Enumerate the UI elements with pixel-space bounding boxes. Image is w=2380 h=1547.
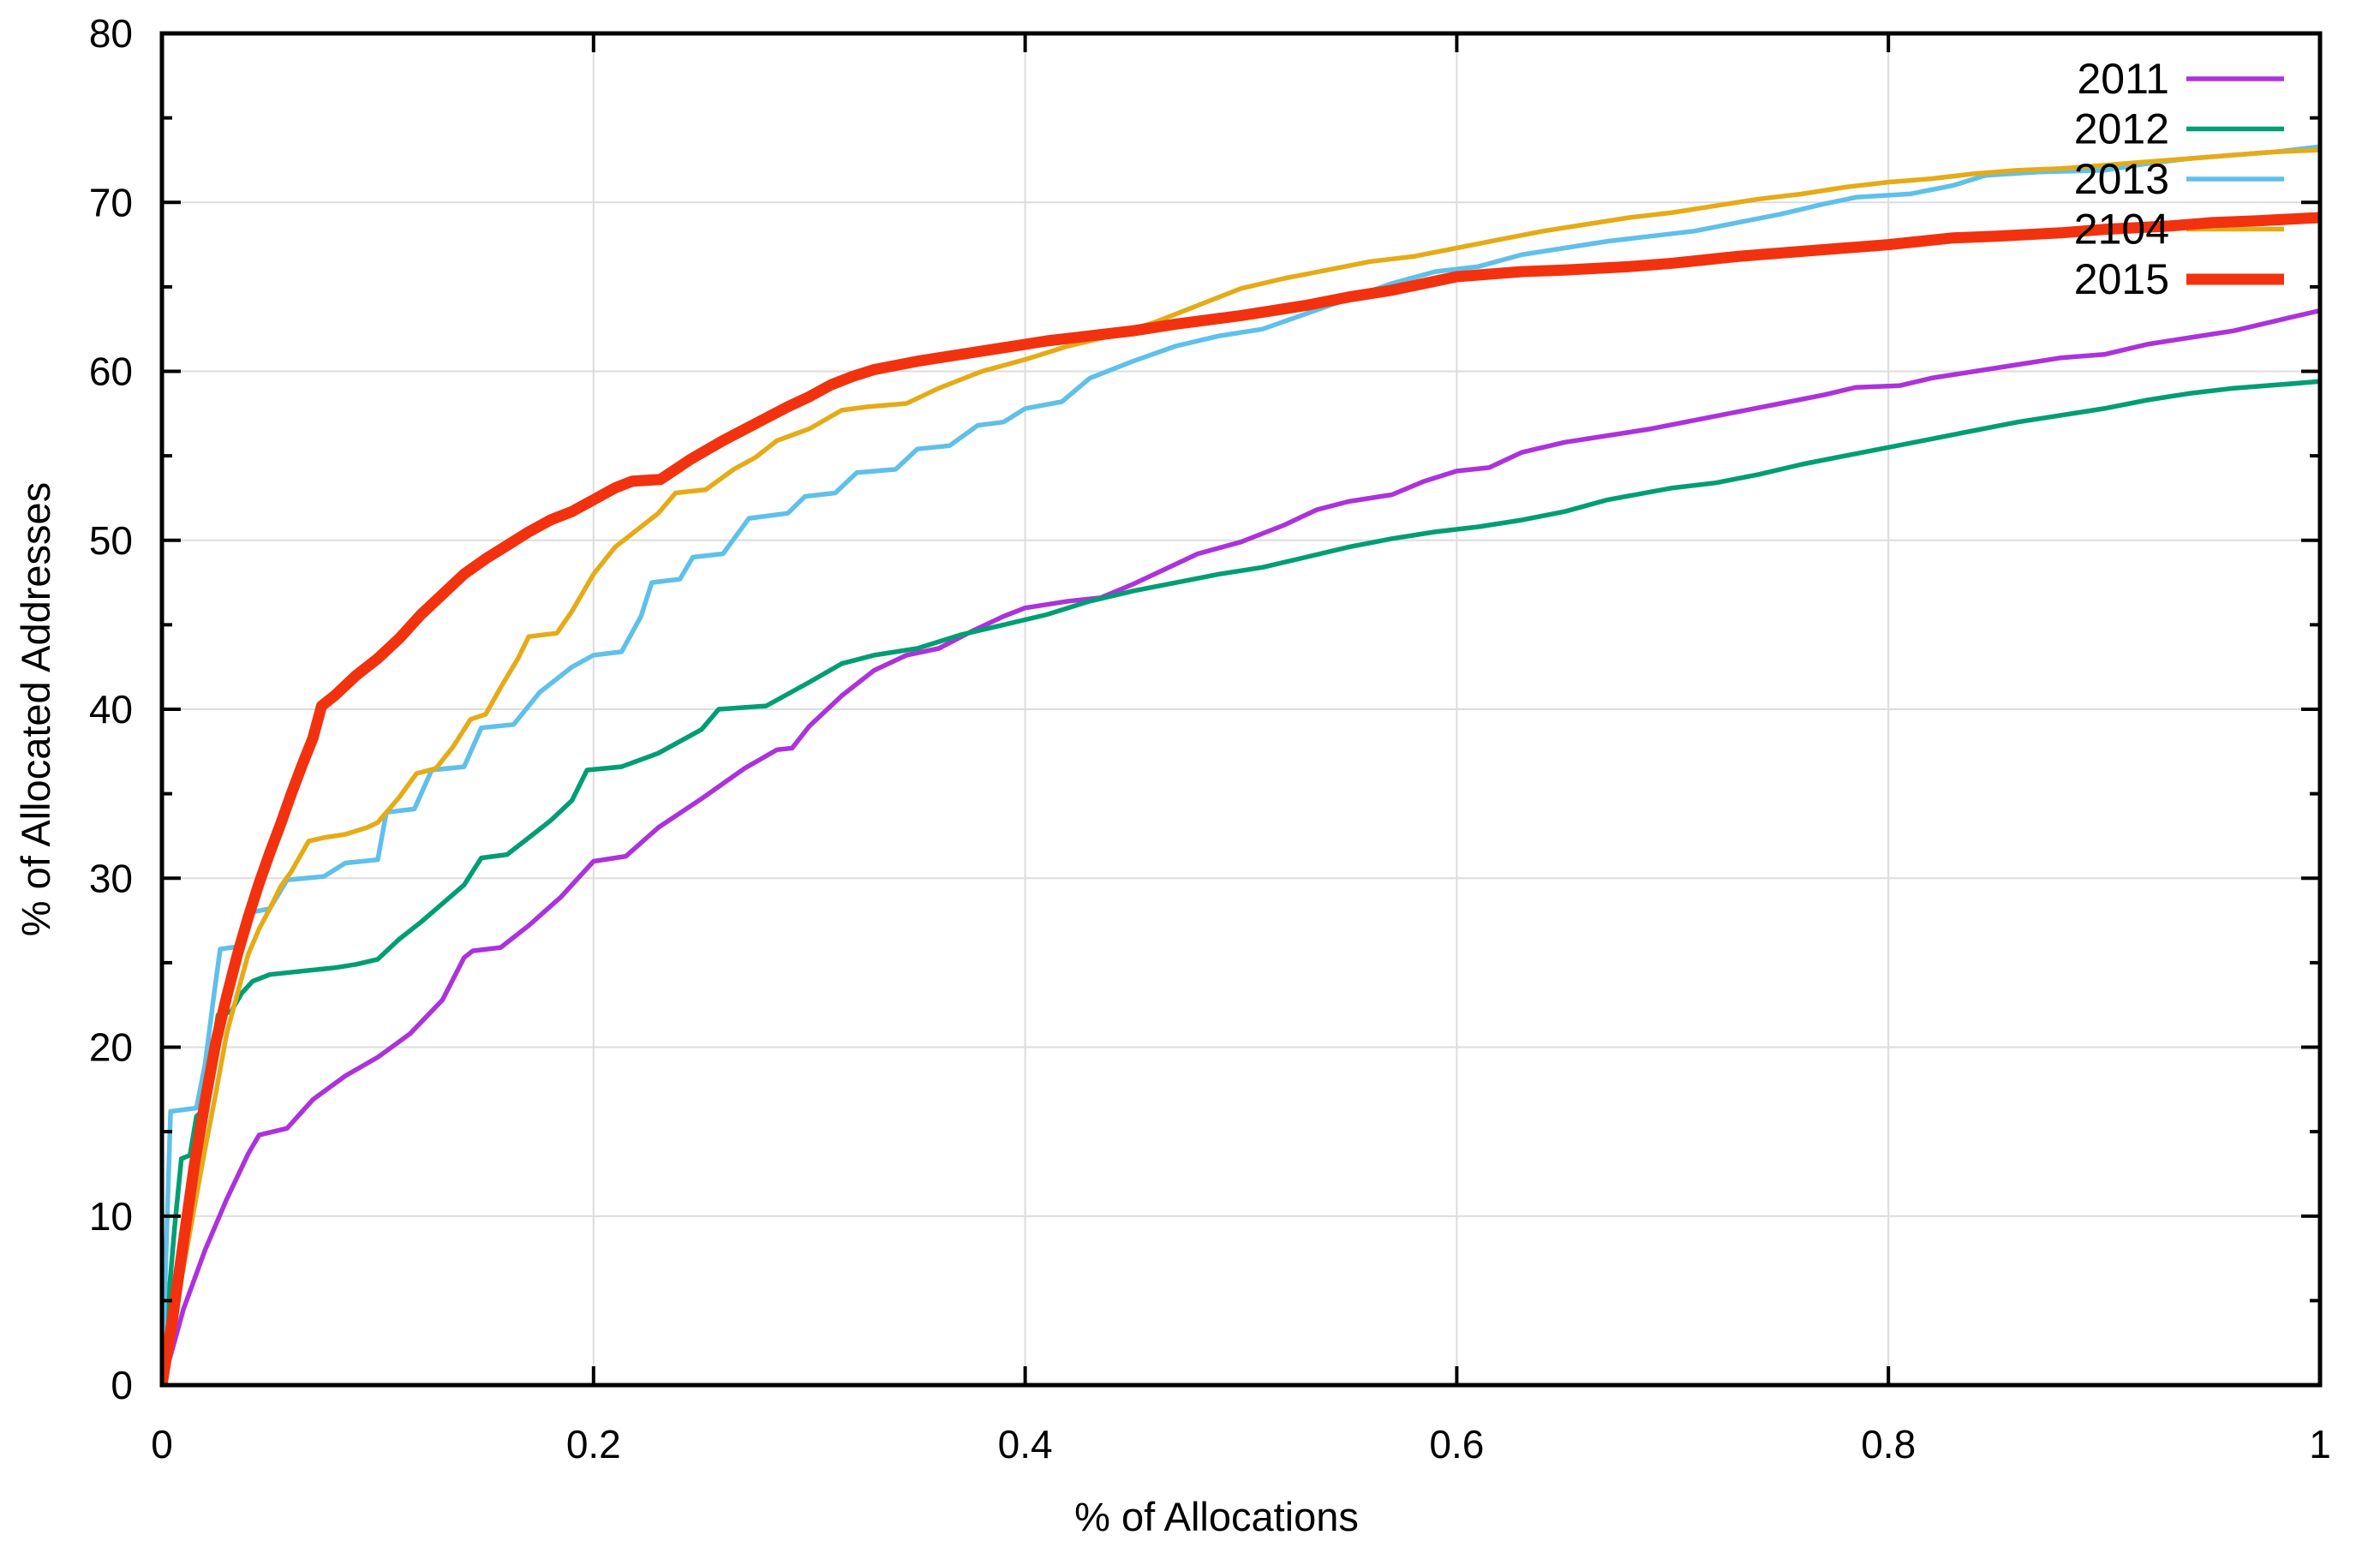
x-tick-label: 0.6: [1429, 1422, 1484, 1466]
x-tick-label: 0.8: [1861, 1422, 1916, 1466]
y-axis-title: % of Allocated Addresses: [13, 482, 58, 936]
axis-ticks: [160, 32, 2322, 1387]
y-tick-label: 20: [89, 1025, 133, 1070]
legend-label-2015: 2015: [2074, 255, 2169, 303]
x-tick-label: 1: [2309, 1422, 2331, 1466]
y-tick-label: 40: [89, 687, 133, 732]
series-lines: [162, 144, 2320, 1385]
y-tick-label: 30: [89, 856, 133, 900]
series-line-2013: [162, 144, 2320, 1385]
legend-label-2011: 2011: [2077, 55, 2169, 103]
x-tick-label: 0.2: [566, 1422, 621, 1466]
y-tick-label: 10: [89, 1194, 133, 1239]
legend-label-2012: 2012: [2074, 105, 2169, 153]
legend-label-2104: 2104: [2074, 206, 2169, 254]
legend-swatches: [2186, 76, 2284, 285]
y-tick-label: 50: [89, 518, 133, 563]
x-tick-label: 0: [151, 1422, 173, 1466]
series-line-2011: [162, 308, 2320, 1385]
series-line-2015: [162, 212, 2320, 1385]
series-line-2012: [162, 379, 2320, 1385]
x-tick-label: 0.4: [998, 1422, 1053, 1466]
y-tick-label: 0: [111, 1363, 133, 1407]
series-line-2104: [162, 147, 2320, 1385]
y-tick-label: 60: [89, 349, 133, 394]
y-tick-label: 70: [89, 180, 133, 224]
x-axis-title: % of Allocations: [1074, 1494, 1359, 1539]
y-tick-label: 80: [89, 11, 133, 56]
legend-label-2013: 2013: [2074, 155, 2169, 203]
